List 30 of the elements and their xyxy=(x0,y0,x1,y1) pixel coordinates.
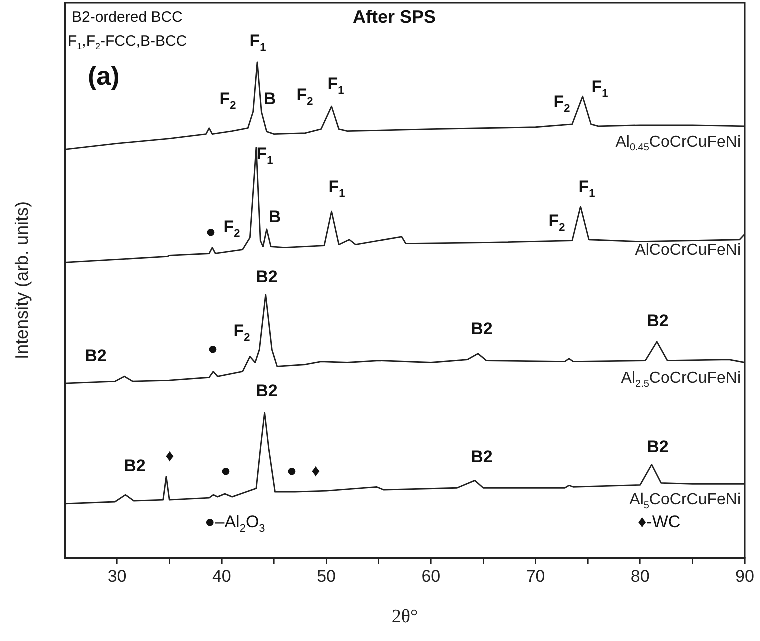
annotation: ♦-WC xyxy=(638,512,681,532)
annotation: ● xyxy=(208,340,218,359)
annotation: ● xyxy=(286,462,298,481)
annotation: B2 xyxy=(647,438,669,457)
annotation: (a) xyxy=(88,61,120,92)
series-label: AlCoCrCuFeNi xyxy=(635,242,741,259)
x-tick-label: 40 xyxy=(212,566,232,586)
text: B2-ordered BCC xyxy=(72,9,184,26)
x-tick-label: 30 xyxy=(108,566,127,586)
x-axis-title: 2θ° xyxy=(392,606,418,628)
chart-title: After SPS xyxy=(353,6,436,27)
annotation: B xyxy=(264,90,276,109)
x-tick-label: 70 xyxy=(526,566,546,586)
annotation: B2 xyxy=(647,312,669,331)
y-axis-title: Intensity (arb. units) xyxy=(12,201,32,360)
x-tick-label: 50 xyxy=(317,566,336,586)
x-tick-label: 60 xyxy=(422,566,441,586)
annotation: B2 xyxy=(471,448,493,467)
annotation: B2 xyxy=(256,382,278,401)
annotation: ● xyxy=(220,462,232,481)
x-tick-label: 80 xyxy=(630,566,650,586)
annotation: ● xyxy=(206,222,216,242)
x-tick-label: 90 xyxy=(736,566,754,586)
annotation: ♦ xyxy=(166,446,175,466)
annotation: B2 xyxy=(85,346,107,366)
annotation: B xyxy=(268,208,282,227)
annotation: B2 xyxy=(471,320,493,339)
annotation: B2 xyxy=(124,456,146,476)
annotation: ♦ xyxy=(312,462,321,481)
annotation: B2 xyxy=(256,268,278,287)
